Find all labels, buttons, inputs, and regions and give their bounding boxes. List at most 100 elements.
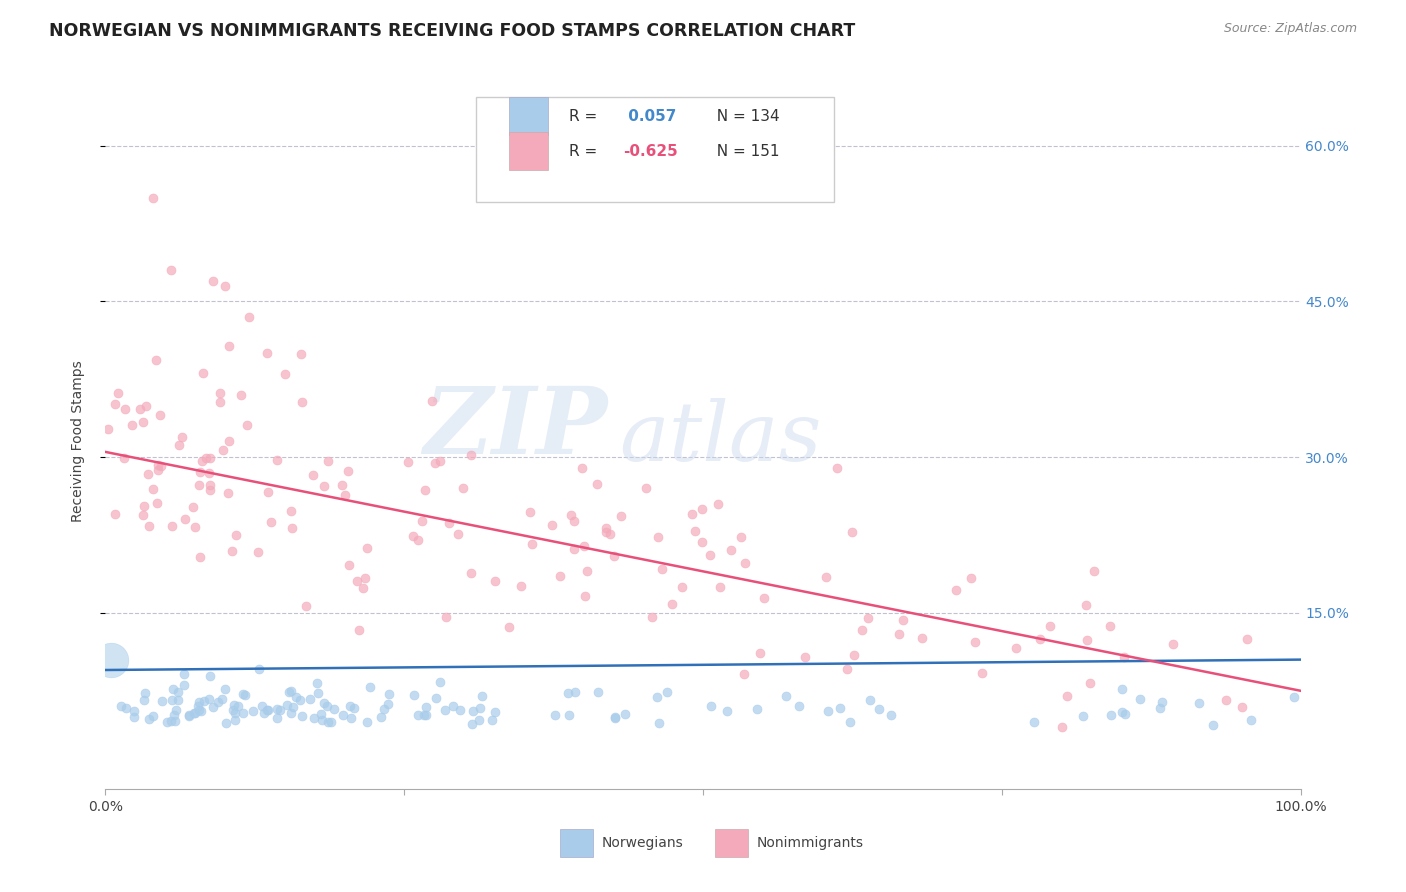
Point [281,700,304,714]
Point [1230,700,1253,714]
Point [564,684,586,698]
Point [734,556,756,570]
Point [202,274,225,288]
Point [208,395,231,409]
Point [173,678,195,692]
Text: Source: ZipAtlas.com: Source: ZipAtlas.com [1223,22,1357,36]
Point [707,496,730,510]
Point [1163,637,1185,651]
Text: NORWEGIAN VS NONIMMIGRANTS RECEIVING FOOD STAMPS CORRELATION CHART: NORWEGIAN VS NONIMMIGRANTS RECEIVING FOO… [49,22,855,40]
Point [150,694,173,708]
Point [291,709,314,723]
Point [208,385,231,400]
Text: ZIP: ZIP [423,383,607,473]
Point [129,401,152,416]
Point [309,707,332,722]
Point [146,458,169,473]
Point [1024,715,1046,730]
Point [572,539,595,553]
Point [945,582,967,597]
Point [434,610,457,624]
Text: -0.625: -0.625 [623,144,678,159]
Point [266,453,288,467]
Point [134,499,156,513]
Point [281,521,304,535]
Point [226,699,249,714]
Point [160,263,183,277]
Point [224,713,246,727]
Point [1240,713,1263,727]
Point [232,687,254,701]
Point [1080,675,1102,690]
Point [198,466,221,480]
Point [314,696,336,710]
Point [224,706,246,720]
Text: N = 134: N = 134 [707,109,779,124]
Point [276,698,298,712]
Point [1029,632,1052,646]
Point [484,705,506,719]
Point [198,450,221,465]
Point [671,580,693,594]
Point [160,693,183,707]
Point [543,708,565,723]
Point [468,701,491,715]
Point [156,715,179,730]
Point [114,402,136,417]
Point [207,695,229,709]
Point [214,278,236,293]
Point [661,597,683,611]
Point [856,610,879,624]
Point [323,702,346,716]
Point [599,527,621,541]
Point [333,488,356,502]
Point [193,694,215,708]
Point [603,549,626,563]
Point [1083,564,1105,578]
Point [425,691,447,706]
Point [683,524,706,538]
Point [330,477,353,491]
Point [191,454,214,468]
Point [256,346,278,360]
Point [311,713,333,727]
Point [460,566,482,580]
Point [190,466,212,480]
Point [970,666,993,681]
Point [104,397,127,411]
Point [215,716,238,731]
Point [198,478,221,492]
Point [198,483,221,497]
Point [284,690,307,705]
Point [288,692,311,706]
Point [250,698,273,713]
Point [181,500,204,514]
Point [221,544,243,558]
Point [134,686,156,700]
Point [316,454,339,468]
Point [1188,696,1211,710]
Point [202,700,225,714]
Point [655,685,678,699]
Point [415,707,437,722]
Point [211,691,233,706]
Point [429,675,451,690]
Point [699,548,721,562]
Point [165,714,187,728]
Point [257,485,280,500]
Point [681,508,703,522]
Point [586,684,609,698]
Point [720,543,742,558]
Point [775,690,797,704]
Point [184,706,207,720]
Point [307,676,329,690]
Point [437,516,460,531]
Point [851,623,873,637]
Point [468,713,491,727]
Point [280,684,302,698]
Point [1071,709,1094,723]
Point [194,450,217,465]
Point [699,698,721,713]
Point [754,591,776,605]
Point [1056,689,1078,703]
